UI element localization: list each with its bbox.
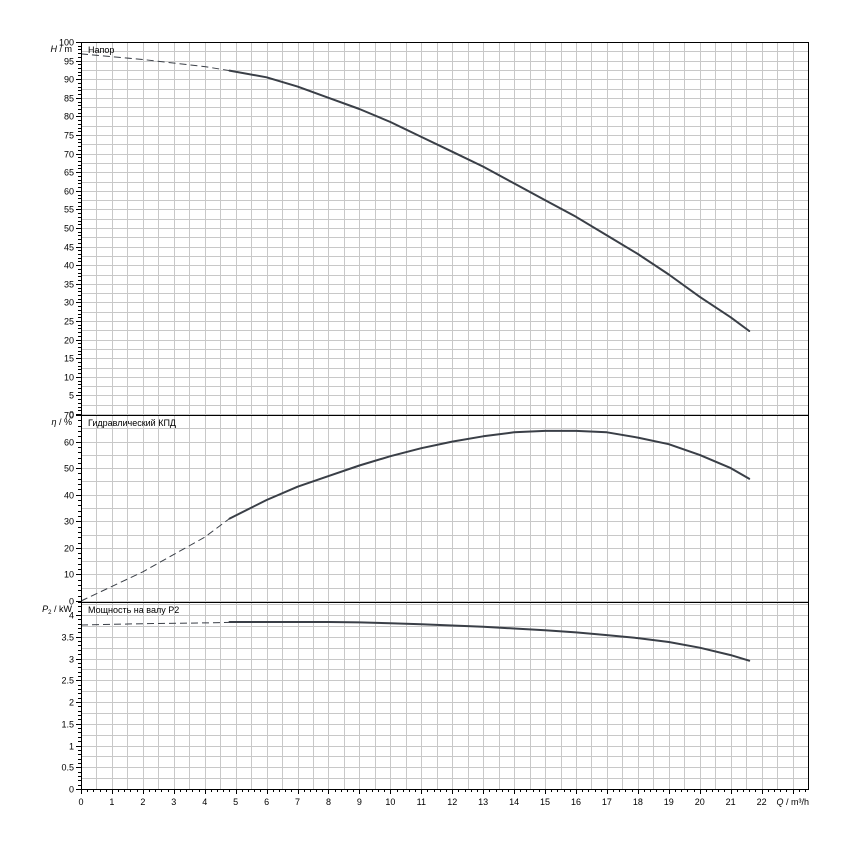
x-tick-label: 15: [540, 797, 550, 807]
y-tick-label: 20: [64, 336, 74, 346]
x-tick-label: 0: [78, 797, 83, 807]
y-axis-symbol: P: [42, 604, 48, 614]
x-tick-label: 4: [202, 797, 207, 807]
x-axis-symbol: Q: [776, 797, 783, 807]
y-axis-title: P2 / kW: [42, 604, 72, 616]
curve-operating: [228, 69, 751, 332]
y-tick-label: 5: [69, 391, 74, 401]
x-tick-label: 13: [478, 797, 488, 807]
panel-title: Напор: [88, 45, 114, 55]
x-tick-label: 10: [385, 797, 395, 807]
y-tick-label: 100: [59, 38, 74, 48]
y-axis-subscript: 2: [48, 610, 52, 616]
panel-title: Гидравлический КПД: [88, 418, 176, 428]
x-tick-label: 21: [726, 797, 736, 807]
x-tick-label: 16: [571, 797, 581, 807]
y-axis-unit: / kW: [52, 604, 73, 614]
y-tick-label: 95: [64, 57, 74, 67]
x-tick-label: 7: [295, 797, 300, 807]
y-tick-label: 3.5: [61, 633, 74, 643]
x-tick-label: 20: [695, 797, 705, 807]
y-tick-label: 0.5: [61, 763, 74, 773]
x-tick-label: 14: [509, 797, 519, 807]
y-axis-title: η / %: [51, 417, 72, 427]
x-tick-label: 8: [326, 797, 331, 807]
y-tick-label: 60: [64, 187, 74, 197]
x-tick-label: 19: [664, 797, 674, 807]
x-tick-label: 11: [417, 797, 426, 807]
panel-title: Мощность на валу P2: [88, 605, 179, 615]
y-axis-unit: / m: [57, 44, 72, 54]
y-tick-label: 60: [64, 438, 74, 448]
y-tick-label: 2: [69, 698, 74, 708]
y-axis-title: H / m: [51, 44, 73, 54]
y-tick-label: 50: [64, 224, 74, 234]
y-tick-label: 0: [69, 597, 74, 607]
x-tick-label: 22: [757, 797, 767, 807]
x-axis-unit: / m³/h: [783, 797, 809, 807]
y-tick-label: 35: [64, 280, 74, 290]
y-axis-symbol: η: [51, 417, 56, 427]
y-tick-label: 30: [64, 517, 74, 527]
y-tick-label: 0: [69, 410, 74, 420]
y-tick-label: 40: [64, 491, 74, 501]
x-tick-label: 5: [233, 797, 238, 807]
y-tick-label: 30: [64, 298, 74, 308]
y-tick-label: 85: [64, 94, 74, 104]
y-tick-label: 45: [64, 243, 74, 253]
y-axis-symbol: H: [51, 44, 58, 54]
curve-operating: [228, 621, 751, 662]
y-tick-label: 70: [64, 411, 74, 421]
x-tick-label: 2: [140, 797, 145, 807]
x-axis-title: Q / m³/h: [776, 797, 809, 807]
y-tick-label: 40: [64, 261, 74, 271]
x-tick-label: 9: [357, 797, 362, 807]
y-tick-label: 80: [64, 112, 74, 122]
x-tick-label: 6: [264, 797, 269, 807]
y-tick-label: 3: [69, 655, 74, 665]
x-tick-label: 1: [109, 797, 114, 807]
x-tick-label: 3: [171, 797, 176, 807]
y-tick-label: 0: [69, 785, 74, 795]
y-tick-label: 50: [64, 464, 74, 474]
y-tick-label: 70: [64, 150, 74, 160]
y-tick-label: 55: [64, 205, 74, 215]
y-axis-unit: / %: [56, 417, 72, 427]
x-tick-label: 12: [447, 797, 457, 807]
y-tick-label: 10: [64, 373, 74, 383]
curve-operating: [228, 429, 751, 520]
y-tick-label: 15: [64, 354, 74, 364]
y-tick-label: 25: [64, 317, 74, 327]
x-tick-label: 17: [602, 797, 612, 807]
y-tick-label: 75: [64, 131, 74, 141]
y-tick-label: 2.5: [61, 676, 74, 686]
y-tick-label: 90: [64, 75, 74, 85]
y-tick-label: 20: [64, 544, 74, 554]
x-tick-label: 18: [633, 797, 643, 807]
curve-extrapolated: [80, 53, 230, 72]
panel-1: 0 5 10 15 20 25 30 35 40 45 50 55 60 65 70 75 80 85 90 95 10…: [51, 38, 808, 420]
y-tick-label: 1.5: [61, 720, 74, 730]
y-tick-label: 1: [69, 742, 74, 752]
y-tick-label: 4: [69, 611, 74, 621]
curve-extrapolated: [80, 621, 230, 626]
curve-extrapolated: [80, 518, 230, 602]
y-tick-label: 65: [64, 168, 74, 178]
y-tick-label: 10: [64, 570, 74, 580]
